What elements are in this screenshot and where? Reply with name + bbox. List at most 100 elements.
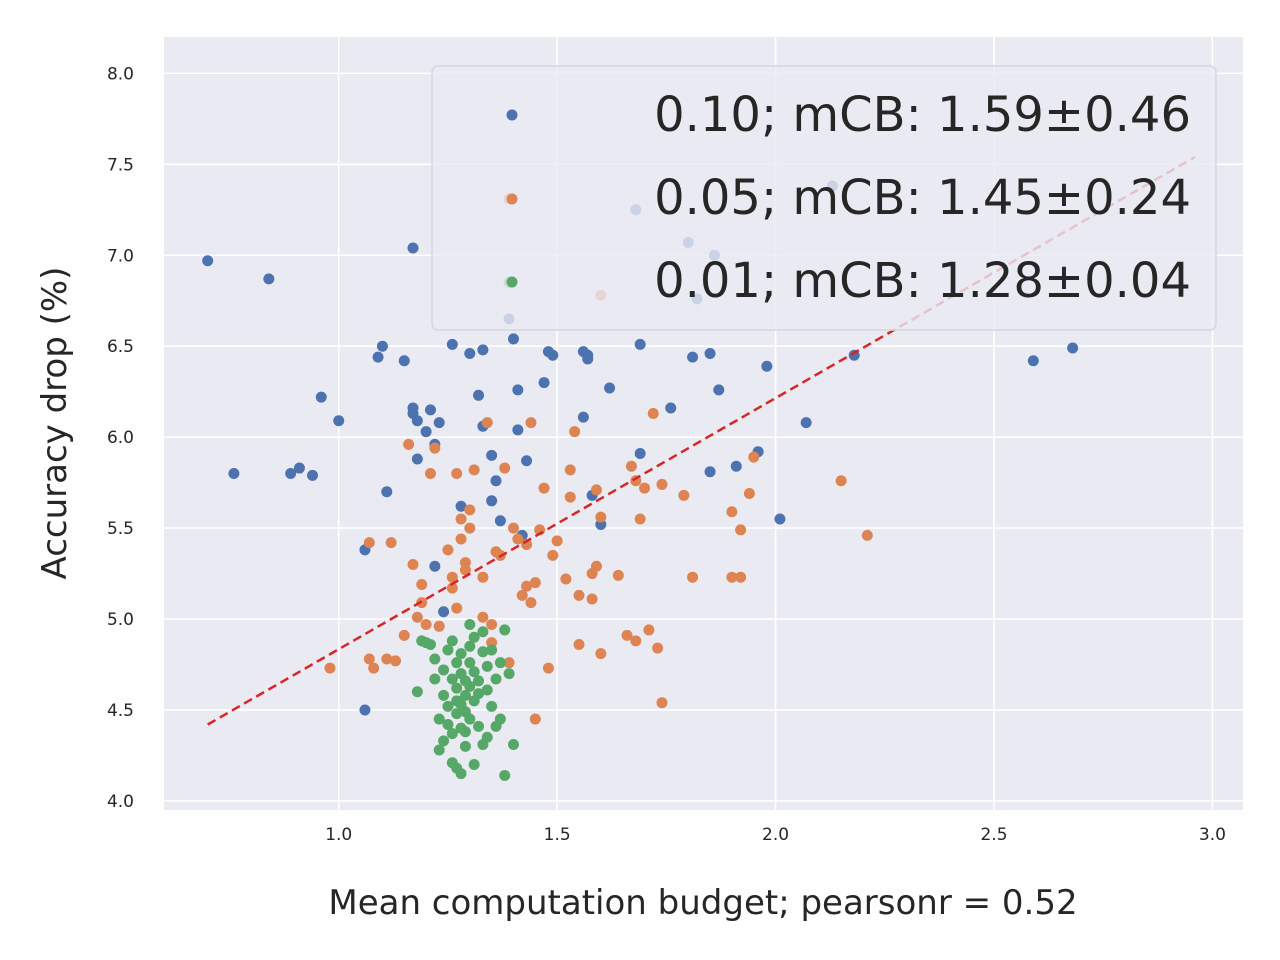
data-point <box>625 460 637 472</box>
data-point <box>499 769 511 781</box>
data-point <box>774 513 786 525</box>
data-point <box>442 544 454 556</box>
data-point <box>486 644 498 656</box>
data-point <box>730 460 742 472</box>
data-point <box>503 668 515 680</box>
data-point <box>569 426 581 438</box>
data-point <box>512 384 524 396</box>
data-point <box>473 675 485 687</box>
data-point <box>424 404 436 416</box>
data-point <box>521 580 533 592</box>
y-tick-label: 7.0 <box>107 246 134 266</box>
data-point <box>398 629 410 641</box>
data-point <box>459 689 471 701</box>
data-point <box>202 255 214 267</box>
data-point <box>464 680 476 692</box>
data-point <box>634 338 646 350</box>
data-point <box>416 578 428 590</box>
data-point <box>455 513 467 525</box>
data-point <box>590 484 602 496</box>
data-point <box>477 571 489 583</box>
data-point <box>363 653 375 665</box>
data-point <box>499 624 511 636</box>
data-point <box>564 491 576 503</box>
data-point <box>446 338 458 350</box>
data-point <box>647 407 659 419</box>
data-point <box>307 469 319 481</box>
data-point <box>333 415 345 427</box>
data-point <box>446 571 458 583</box>
data-point <box>442 719 454 731</box>
data-point <box>687 351 699 363</box>
data-point <box>643 624 655 636</box>
data-point <box>486 618 498 630</box>
data-point <box>652 642 664 654</box>
data-point <box>761 360 773 372</box>
data-point <box>446 728 458 740</box>
y-tick-label: 7.5 <box>107 155 134 175</box>
data-point <box>293 462 305 474</box>
data-point <box>359 704 371 716</box>
data-point <box>516 589 528 601</box>
tick-labels: 1.0 1.5 2.0 2.5 3.0 4.0 4.5 5.0 5.5 6.0 6.5 7.0 7.5 8… <box>107 64 1226 845</box>
data-point <box>429 673 441 685</box>
data-point <box>525 597 537 609</box>
x-axis-label: Mean computation budget; pearsonr = 0.52 <box>328 883 1077 923</box>
series-2 <box>411 277 519 781</box>
data-point <box>503 657 515 669</box>
data-point <box>228 468 240 480</box>
data-point <box>861 529 873 541</box>
data-point <box>481 417 493 429</box>
data-point <box>433 417 445 429</box>
data-point <box>455 500 467 512</box>
data-point <box>477 626 489 638</box>
data-point <box>521 455 533 467</box>
data-point <box>835 475 847 487</box>
data-point <box>477 344 489 356</box>
data-point <box>263 273 275 285</box>
data-point <box>547 549 559 561</box>
y-tick-label: 8.0 <box>107 64 134 84</box>
data-point <box>424 468 436 480</box>
data-point <box>586 593 598 605</box>
data-point <box>473 720 485 732</box>
data-point <box>438 664 450 676</box>
data-point <box>477 611 489 623</box>
data-point <box>459 557 471 569</box>
data-point <box>494 657 506 669</box>
data-point <box>687 571 699 583</box>
data-point <box>634 513 646 525</box>
data-point <box>538 482 550 494</box>
data-point <box>381 653 393 665</box>
data-point <box>529 713 541 725</box>
data-point <box>735 571 747 583</box>
data-point <box>486 449 498 461</box>
data-point <box>381 486 393 498</box>
data-point <box>512 424 524 436</box>
legend-box <box>431 65 1217 331</box>
data-point <box>390 655 402 667</box>
data-point <box>494 515 506 527</box>
data-point <box>420 426 432 438</box>
data-point <box>490 475 502 487</box>
data-point <box>494 713 506 725</box>
x-tick-label: 1.0 <box>325 825 352 845</box>
data-point <box>481 660 493 672</box>
y-tick-label: 6.5 <box>107 337 134 357</box>
y-tick-label: 4.5 <box>107 701 134 721</box>
data-point <box>411 686 423 698</box>
y-tick-label: 5.0 <box>107 610 134 630</box>
data-point <box>455 768 467 780</box>
data-point <box>455 648 467 660</box>
x-tick-label: 3.0 <box>1199 825 1226 845</box>
legend-marker-1 <box>506 193 518 205</box>
data-point <box>481 684 493 696</box>
data-point <box>639 482 651 494</box>
data-point <box>411 415 423 427</box>
legend-label-2: 0.01; mCB: 1.28±0.04 <box>654 253 1191 309</box>
data-point <box>407 402 419 414</box>
data-point <box>438 606 450 618</box>
data-point <box>411 611 423 623</box>
data-point <box>604 382 616 394</box>
